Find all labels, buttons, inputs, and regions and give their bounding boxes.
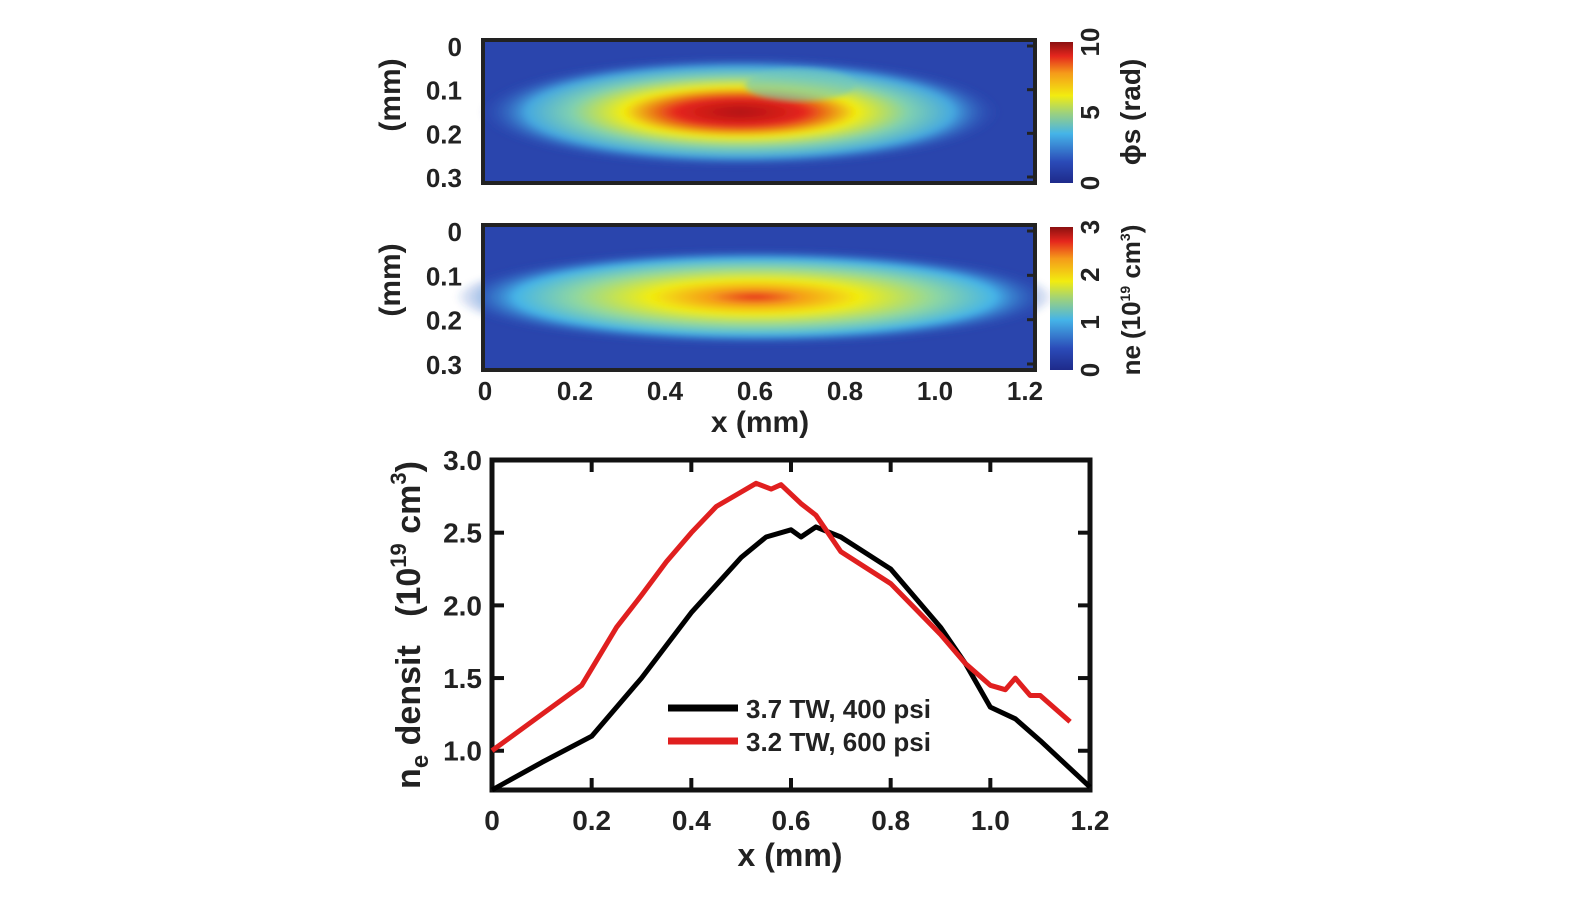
heatmap-ytick-label: 0 bbox=[448, 217, 462, 247]
heatmap-blob-upper bbox=[745, 69, 855, 101]
xtick-label: 0.8 bbox=[871, 805, 910, 836]
colorbar2-label: ne (1019 cm3) bbox=[1116, 225, 1146, 376]
heatmap-ytick-label: 0.3 bbox=[426, 163, 462, 193]
colorbar-tick-label: 5 bbox=[1075, 105, 1105, 119]
ylabel-unit: cm bbox=[390, 485, 428, 544]
colorbar2-label-unit: (10 bbox=[1116, 301, 1146, 339]
colorbar2-label-exp: 19 bbox=[1117, 286, 1133, 302]
heatmap2-xlabel: x (mm) bbox=[711, 406, 809, 439]
ylabel-exp: 19 bbox=[386, 543, 411, 567]
heatmap-xtick-label: 1.2 bbox=[1007, 376, 1043, 406]
heatmap-xtick-label: 0.2 bbox=[557, 376, 593, 406]
heatmap-ytick-label: 0.1 bbox=[426, 76, 462, 106]
ylabel-close: ) bbox=[390, 461, 428, 472]
series-line-1 bbox=[490, 480, 1072, 753]
series-line-0 bbox=[490, 524, 1092, 793]
xtick-label: 0.4 bbox=[672, 805, 711, 836]
xtick-label: 0 bbox=[484, 805, 500, 836]
ytick-label: 2.5 bbox=[443, 518, 482, 549]
line-xlabel: x (mm) bbox=[738, 837, 843, 873]
xtick-label: 0.2 bbox=[572, 805, 611, 836]
ylabel-exp2: 3 bbox=[386, 472, 411, 484]
colorbar-phase bbox=[1050, 42, 1073, 183]
xtick-label: 1.2 bbox=[1071, 805, 1110, 836]
xtick-label: 0.6 bbox=[772, 805, 811, 836]
line-chart: 0 0.2 0.4 0.6 0.8 1.0 1.2 1.0 1.5 2.0 2.5 3.0 3.7 T… bbox=[386, 445, 1109, 873]
colorbar2-label-close: ) bbox=[1116, 225, 1146, 234]
colorbar-tick-label: 0 bbox=[1075, 176, 1105, 190]
heatmap-frame bbox=[481, 38, 1037, 185]
heatmap-ytick-label: 0 bbox=[448, 32, 462, 62]
heatmap-xtick-label: 1.0 bbox=[917, 376, 953, 406]
colorbar-tick-label: 3 bbox=[1075, 220, 1105, 234]
heatmap-blob bbox=[480, 57, 1000, 167]
colorbar2-label-exp2: 3 bbox=[1117, 233, 1133, 241]
xtick-label: 1.0 bbox=[971, 805, 1010, 836]
density-heatmap bbox=[455, 223, 1073, 372]
heatmap-ytick-label: 0.3 bbox=[426, 350, 462, 380]
heatmap-ytick-label: 0.2 bbox=[426, 306, 462, 336]
legend-label-black: 3.7 TW, 400 psi bbox=[746, 694, 931, 724]
ytick-label: 3.0 bbox=[443, 445, 482, 476]
colorbar-tick-label: 2 bbox=[1075, 267, 1105, 281]
phase-heatmap bbox=[480, 38, 1073, 185]
ylabel-rest: densit (10 bbox=[390, 568, 428, 755]
heatmap-xtick-label: 0.4 bbox=[647, 376, 684, 406]
legend-label-red: 3.2 TW, 600 psi bbox=[746, 727, 931, 757]
ytick-label: 1.5 bbox=[443, 663, 482, 694]
heatmap2-ylabel: (mm) bbox=[374, 243, 407, 316]
heatmap-xtick-label: 0.6 bbox=[737, 376, 773, 406]
ylabel-n: n bbox=[390, 768, 428, 789]
ylabel-sub: e bbox=[407, 755, 434, 768]
heatmap-xtick-label: 0.8 bbox=[827, 376, 863, 406]
colorbar-tick-label: 10 bbox=[1075, 28, 1105, 57]
ytick-label: 1.0 bbox=[443, 736, 482, 767]
heatmap1-ylabel: (mm) bbox=[374, 58, 407, 131]
colorbar2-label-ne: ne bbox=[1116, 345, 1146, 375]
ytick-label: 2.0 bbox=[443, 590, 482, 621]
line-ylabel: ne densit (1019 cm3) bbox=[386, 461, 434, 789]
colorbar-tick-label: 0 bbox=[1075, 363, 1105, 377]
colorbar-tick-label: 1 bbox=[1075, 315, 1105, 329]
heatmap-ytick-label: 0.1 bbox=[426, 261, 462, 291]
heatmap-blob bbox=[455, 249, 1055, 345]
colorbar-density bbox=[1050, 227, 1073, 370]
colorbar1-label: ϕs (rad) bbox=[1115, 59, 1146, 166]
heatmap-frame bbox=[481, 223, 1037, 372]
heatmap-ytick-label: 0.2 bbox=[426, 119, 462, 149]
colorbar2-label-cm: cm bbox=[1116, 241, 1146, 286]
heatmap-xtick-label: 0 bbox=[478, 376, 492, 406]
